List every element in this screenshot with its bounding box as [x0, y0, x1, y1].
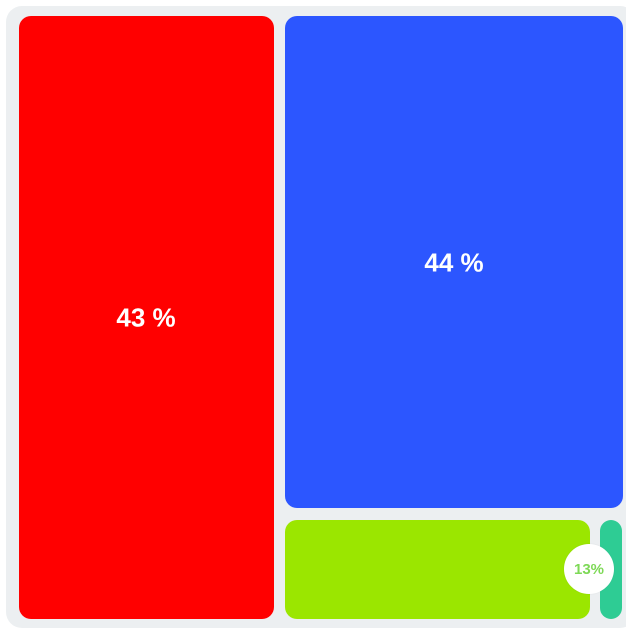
treemap-frame: 43 % 44 % 13% [6, 6, 626, 628]
callout-label: 13% [573, 560, 605, 578]
tile-label-blue: 44 % [424, 247, 484, 278]
tile-blue [285, 16, 623, 508]
tile-red [19, 16, 274, 619]
tile-label-red: 43 % [116, 302, 176, 333]
callout-bubble: 13% [564, 544, 614, 594]
tile-green [285, 520, 590, 619]
